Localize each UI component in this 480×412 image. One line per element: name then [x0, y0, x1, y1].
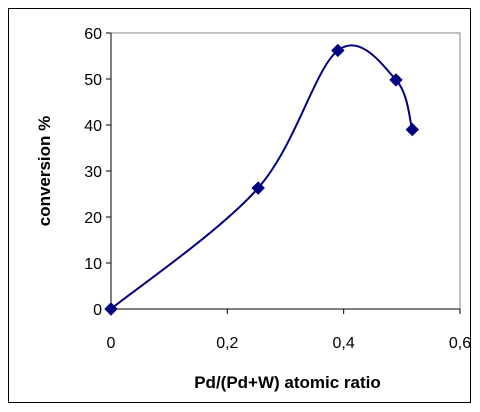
series-layer — [104, 43, 420, 316]
x-tick-label: 0,6 — [449, 335, 471, 352]
plot-area — [110, 32, 461, 310]
plot-border — [110, 32, 461, 310]
data-point-marker — [331, 43, 345, 58]
y-tick-label: 10 — [84, 256, 102, 273]
x-axis-title: Pd/(Pd+W) atomic ratio — [194, 373, 381, 392]
data-point-marker — [389, 73, 403, 87]
y-tick-label: 0 — [93, 302, 102, 319]
data-point-marker — [104, 302, 118, 316]
x-axis: 0 0,2 0,4 0,6 — [107, 308, 471, 352]
series-line — [110, 44, 414, 310]
y-tick-label: 30 — [84, 164, 102, 181]
data-point-marker — [405, 122, 420, 137]
data-point-marker — [251, 181, 265, 195]
y-axis: 0 10 20 30 40 50 60 — [84, 26, 112, 319]
chart-frame — [8, 8, 471, 403]
x-tick-label: 0,4 — [333, 335, 355, 352]
y-tick-label: 20 — [84, 210, 102, 227]
y-tick-label: 40 — [84, 118, 102, 135]
x-tick-label: 0 — [107, 335, 116, 352]
x-tick-label: 0,2 — [216, 335, 238, 352]
y-tick-label: 60 — [84, 26, 102, 43]
y-tick-label: 50 — [84, 72, 102, 89]
y-axis-title: conversion % — [35, 116, 54, 227]
